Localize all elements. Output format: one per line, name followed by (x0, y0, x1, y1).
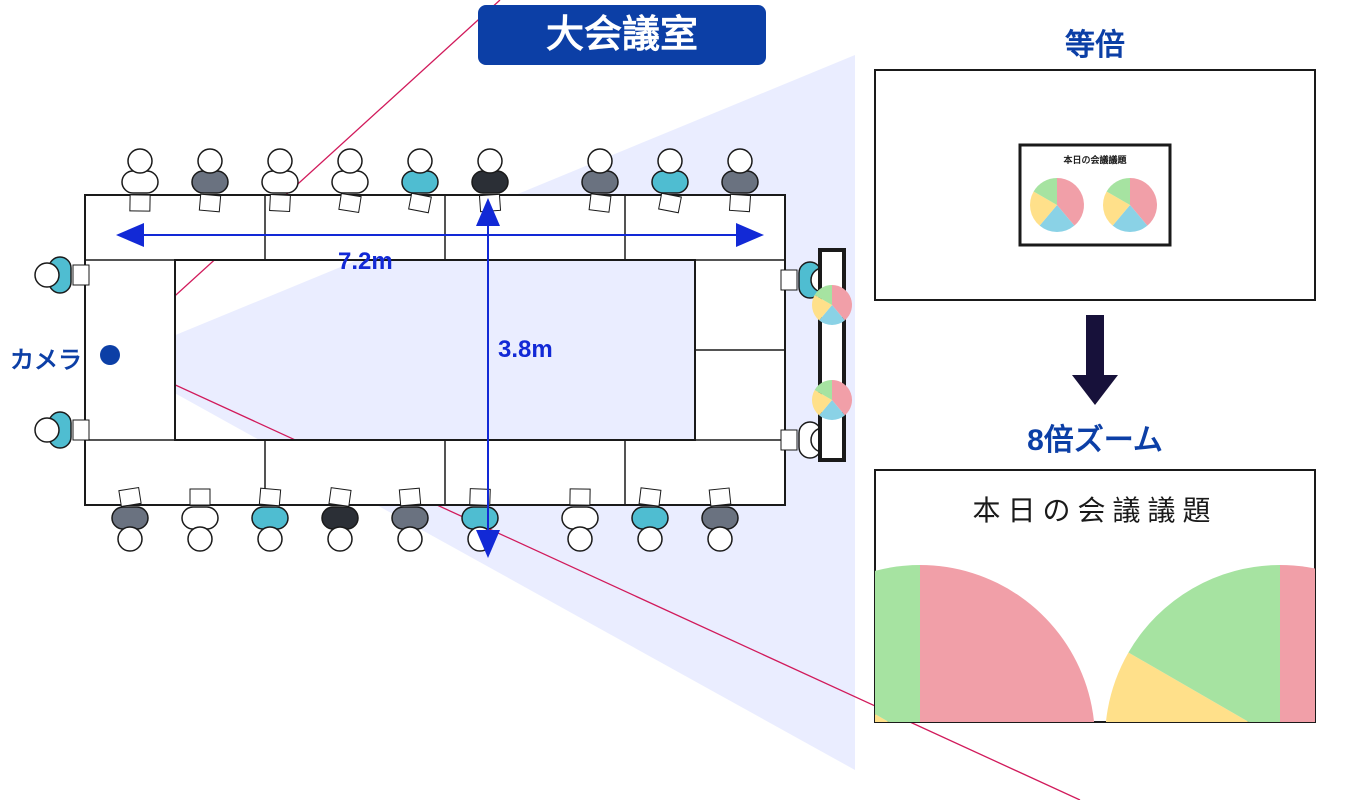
svg-layer: 本日の会議議題本日の会議議題 (0, 0, 1350, 800)
width-dimension-label: 7.2m (338, 248, 393, 276)
room-title-pill: 大会議室 (478, 5, 766, 65)
preview2-title: 8倍ズーム (870, 415, 1320, 459)
room-title-text: 大会議室 (546, 14, 698, 56)
svg-text:本日の会議議題: 本日の会議議題 (972, 495, 1217, 526)
camera-label: カメラ (10, 340, 82, 375)
svg-text:本日の会議議題: 本日の会議議題 (1063, 154, 1127, 165)
height-dimension-label: 3.8m (498, 336, 553, 364)
preview1-title: 等倍 (870, 20, 1320, 64)
diagram-stage: 本日の会議議題本日の会議議題 大会議室 カメラ 7.2m 3.8m 等倍 8倍ズ… (0, 0, 1350, 800)
